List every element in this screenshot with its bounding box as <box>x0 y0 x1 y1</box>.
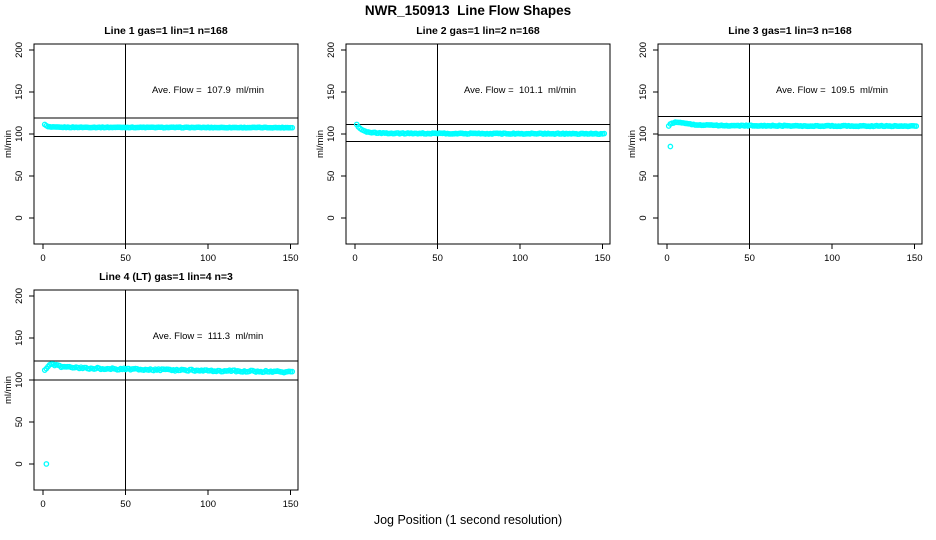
ave-flow-annotation: Ave. Flow = 111.3 ml/min <box>152 331 264 342</box>
reference-lines <box>658 44 922 244</box>
panel-title: Line 1 gas=1 lin=1 n=168 <box>104 25 228 37</box>
x-tick-label: 150 <box>283 499 299 510</box>
panel-title: Line 2 gas=1 lin=2 n=168 <box>416 25 540 37</box>
y-tick-label: 100 <box>638 126 649 142</box>
panel-line-3: 0 50 100 150 0 50 100 150 200 ml/min Line 3 gas=1… <box>624 20 936 266</box>
outlier-point <box>667 143 674 150</box>
y-tick-label: 50 <box>14 417 25 428</box>
y-tick-label: 150 <box>326 84 337 100</box>
panel-line-2-plot: 0 50 100 150 0 50 100 150 200 ml/min <box>315 42 611 264</box>
x-tick-label: 50 <box>432 253 443 264</box>
x-tick-label: 150 <box>283 253 299 264</box>
plot-box <box>33 43 299 245</box>
ave-flow-annotation: Ave. Flow = 109.5 ml/min <box>775 85 889 96</box>
panel-title: Line 3 gas=1 lin=3 n=168 <box>728 25 852 37</box>
y-tick-label: 100 <box>14 372 25 388</box>
data-point <box>601 130 608 137</box>
data-points <box>41 361 296 467</box>
x-axis-label: Jog Position (1 second resolution) <box>373 513 563 527</box>
y-tick-label: 200 <box>14 42 25 58</box>
y-axis-label: ml/min <box>3 130 14 158</box>
data-point <box>289 368 296 375</box>
tick-labels: 0 50 100 150 0 50 100 150 200 ml/min <box>3 288 299 510</box>
y-tick-label: 0 <box>326 215 337 220</box>
x-tick-label: 150 <box>595 253 611 264</box>
x-tick-label: 50 <box>744 253 755 264</box>
x-tick-label: 0 <box>40 499 45 510</box>
plot-box <box>657 43 923 245</box>
plot-box <box>345 43 611 245</box>
reference-lines <box>34 44 298 244</box>
x-tick-label: 50 <box>120 499 131 510</box>
x-tick-label: 0 <box>352 253 357 264</box>
x-tick-label: 100 <box>512 253 528 264</box>
x-tick-label: 100 <box>200 499 216 510</box>
reference-lines <box>34 290 298 490</box>
y-tick-label: 0 <box>14 215 25 220</box>
outlier-point <box>43 461 50 467</box>
y-tick-label: 0 <box>14 461 25 466</box>
panel-line-4: 0 50 100 150 0 50 100 150 200 ml/min Line 4 (LT) … <box>0 266 312 512</box>
y-tick-label: 0 <box>638 215 649 220</box>
axis-ticks <box>341 49 604 249</box>
y-tick-label: 50 <box>326 171 337 182</box>
x-tick-label: 100 <box>200 253 216 264</box>
y-tick-label: 50 <box>638 171 649 182</box>
x-tick-label: 50 <box>120 253 131 264</box>
panel-line-3-plot: 0 50 100 150 0 50 100 150 200 ml/min <box>627 42 923 264</box>
y-tick-label: 100 <box>326 126 337 142</box>
data-points <box>665 119 920 150</box>
data-point <box>289 124 296 131</box>
ave-flow-annotation: Ave. Flow = 107.9 ml/min <box>151 85 265 96</box>
panel-line-1: 0 50 100 150 0 50 100 150 200 ml/min Line 1 gas=1… <box>0 20 312 266</box>
y-axis-label: ml/min <box>315 130 326 158</box>
tick-labels: 0 50 100 150 0 50 100 150 200 ml/min <box>627 42 923 264</box>
data-point <box>913 123 920 129</box>
y-tick-label: 150 <box>14 84 25 100</box>
data-points <box>41 121 296 131</box>
y-tick-label: 200 <box>638 42 649 58</box>
plot-box <box>33 289 299 491</box>
y-axis-label: ml/min <box>3 376 14 404</box>
panel-title: Line 4 (LT) gas=1 lin=4 n=3 <box>99 271 233 283</box>
y-tick-label: 150 <box>14 330 25 346</box>
axis-ticks <box>29 49 292 249</box>
figure-title: NWR_150913 Line Flow Shapes <box>364 3 572 18</box>
y-tick-label: 200 <box>14 288 25 304</box>
x-tick-label: 150 <box>907 253 923 264</box>
panel-line-4-plot: 0 50 100 150 0 50 100 150 200 ml/min <box>3 288 299 510</box>
panel-line-1-plot: 0 50 100 150 0 50 100 150 200 ml/min <box>3 42 299 264</box>
x-tick-label: 100 <box>824 253 840 264</box>
ave-flow-annotation: Ave. Flow = 101.1 ml/min <box>463 85 577 96</box>
x-tick-label: 0 <box>664 253 669 264</box>
y-tick-label: 100 <box>14 126 25 142</box>
y-axis-label: ml/min <box>627 130 638 158</box>
y-tick-label: 150 <box>638 84 649 100</box>
tick-labels: 0 50 100 150 0 50 100 150 200 ml/min <box>3 42 299 264</box>
axis-ticks <box>29 295 292 495</box>
y-tick-label: 200 <box>326 42 337 58</box>
reference-lines <box>346 44 610 244</box>
y-tick-label: 50 <box>14 171 25 182</box>
tick-labels: 0 50 100 150 0 50 100 150 200 ml/min <box>315 42 611 264</box>
panel-line-2: 0 50 100 150 0 50 100 150 200 ml/min Line 2 gas=1… <box>312 20 624 266</box>
x-tick-label: 0 <box>40 253 45 264</box>
data-points <box>353 121 608 138</box>
axis-ticks <box>653 49 916 249</box>
